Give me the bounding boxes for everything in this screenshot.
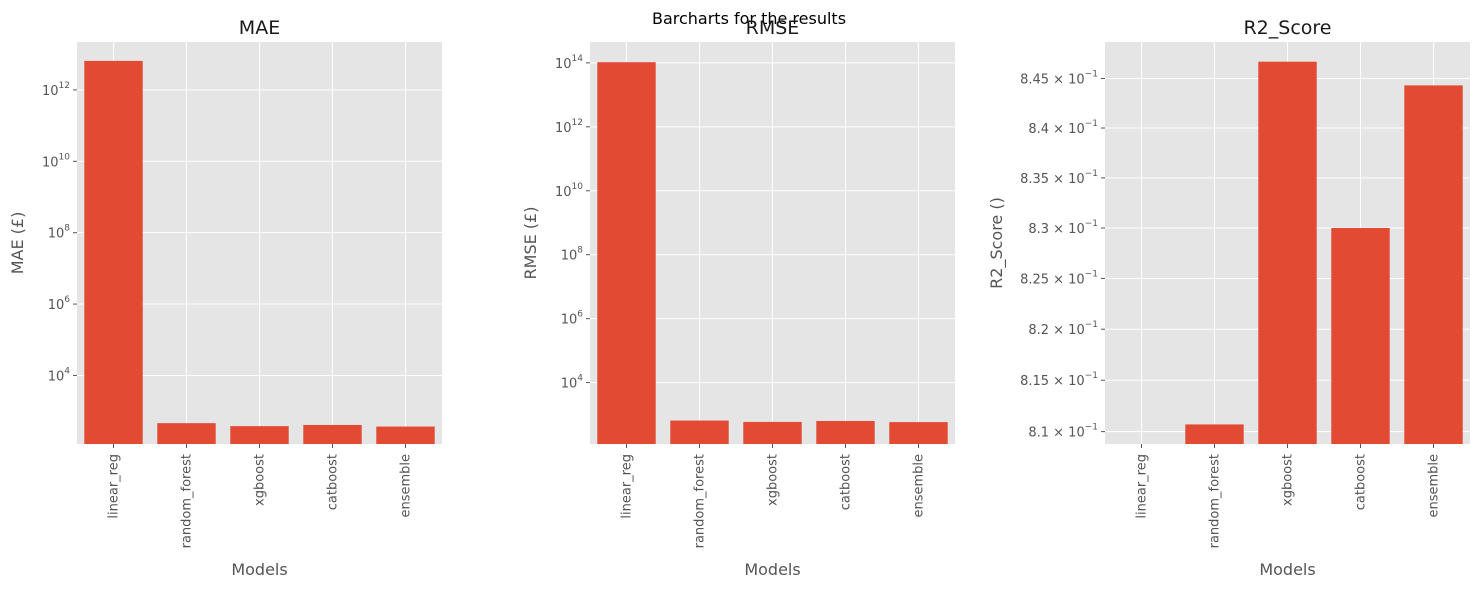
y-tick-label: 1012 [42, 81, 70, 99]
x-tick-label: ensemble [1427, 454, 1442, 518]
chart-r2-score: 8.1 × 10−1 8.15 × 10−1 8.2 × 10−1 8.25 × 10… [987, 17, 1470, 579]
x-tick-label: xgboost [1281, 454, 1296, 506]
y-tick-label: 8.15 × 10−1 [1020, 371, 1098, 389]
bar-ensemble [889, 422, 948, 444]
chart-title: RMSE [746, 17, 800, 39]
y-tick-label: 1010 [42, 152, 70, 170]
y-tick-label: 108 [561, 246, 584, 264]
y-tick-label: 106 [48, 295, 71, 313]
bar-linear-reg [84, 60, 143, 444]
bar-catboost [303, 424, 362, 444]
y-tick-label: 8.2 × 10−1 [1028, 320, 1098, 338]
y-axis-label: MAE (£) [8, 212, 27, 275]
x-tick-label: random_forest [1208, 454, 1223, 548]
y-tick-label: 106 [561, 310, 584, 328]
x-tick-label: catboost [839, 454, 854, 510]
x-tick-label: xgboost [766, 454, 781, 506]
x-tick-label: ensemble [399, 454, 414, 518]
y-axis-label: R2_Score () [987, 197, 1007, 289]
bar-linear-reg [597, 62, 656, 444]
bar-random-forest [670, 420, 729, 444]
bar-random-forest [157, 423, 216, 444]
y-tick-label: 8.1 × 10−1 [1028, 423, 1098, 441]
y-tick-label: 1010 [555, 182, 583, 200]
x-axis-label: Models [231, 560, 287, 579]
x-tick-label: linear_reg [1135, 454, 1150, 519]
x-axis-label: Models [744, 560, 800, 579]
y-tick-label: 1014 [555, 54, 583, 72]
bar-xgboost [1258, 61, 1317, 444]
x-tick-label: random_forest [693, 454, 708, 548]
bar-ensemble [376, 426, 435, 444]
x-axis-label: Models [1259, 560, 1315, 579]
y-tick-label: 1012 [555, 118, 583, 136]
bar-xgboost [743, 421, 802, 444]
x-tick-label: catboost [1354, 454, 1369, 510]
bar-catboost [816, 420, 875, 444]
y-tick-label: 104 [561, 374, 584, 392]
y-axis-label: RMSE (£) [521, 207, 540, 280]
x-tick-label: linear_reg [107, 454, 122, 519]
x-tick-label: xgboost [253, 454, 268, 506]
bar-ensemble [1404, 85, 1463, 445]
y-tick-label: 104 [48, 366, 71, 384]
chart-rmse: 104 106 108 1010 1012 1014 linear_reg random_fo… [521, 17, 955, 579]
x-tick-label: linear_reg [620, 454, 635, 519]
y-tick-label: 8.35 × 10−1 [1020, 169, 1098, 187]
y-tick-label: 8.4 × 10−1 [1028, 119, 1098, 137]
y-tick-label: 8.25 × 10−1 [1020, 269, 1098, 287]
y-tick-label: 8.3 × 10−1 [1028, 219, 1098, 237]
x-tick-label: catboost [326, 454, 341, 510]
chart-mae: 104 106 108 1010 1012 linear_reg random_forest… [8, 17, 442, 579]
chart-title: MAE [239, 17, 280, 39]
figure-suptitle: Barcharts for the results [652, 9, 846, 28]
bar-random-forest [1185, 424, 1244, 444]
y-tick-label: 108 [48, 224, 71, 242]
x-tick-label: ensemble [912, 454, 927, 518]
x-tick-label: random_forest [180, 454, 195, 548]
chart-title: R2_Score [1243, 17, 1331, 39]
bar-xgboost [230, 426, 289, 444]
bar-catboost [1331, 227, 1390, 444]
y-tick-label: 8.45 × 10−1 [1020, 69, 1098, 87]
